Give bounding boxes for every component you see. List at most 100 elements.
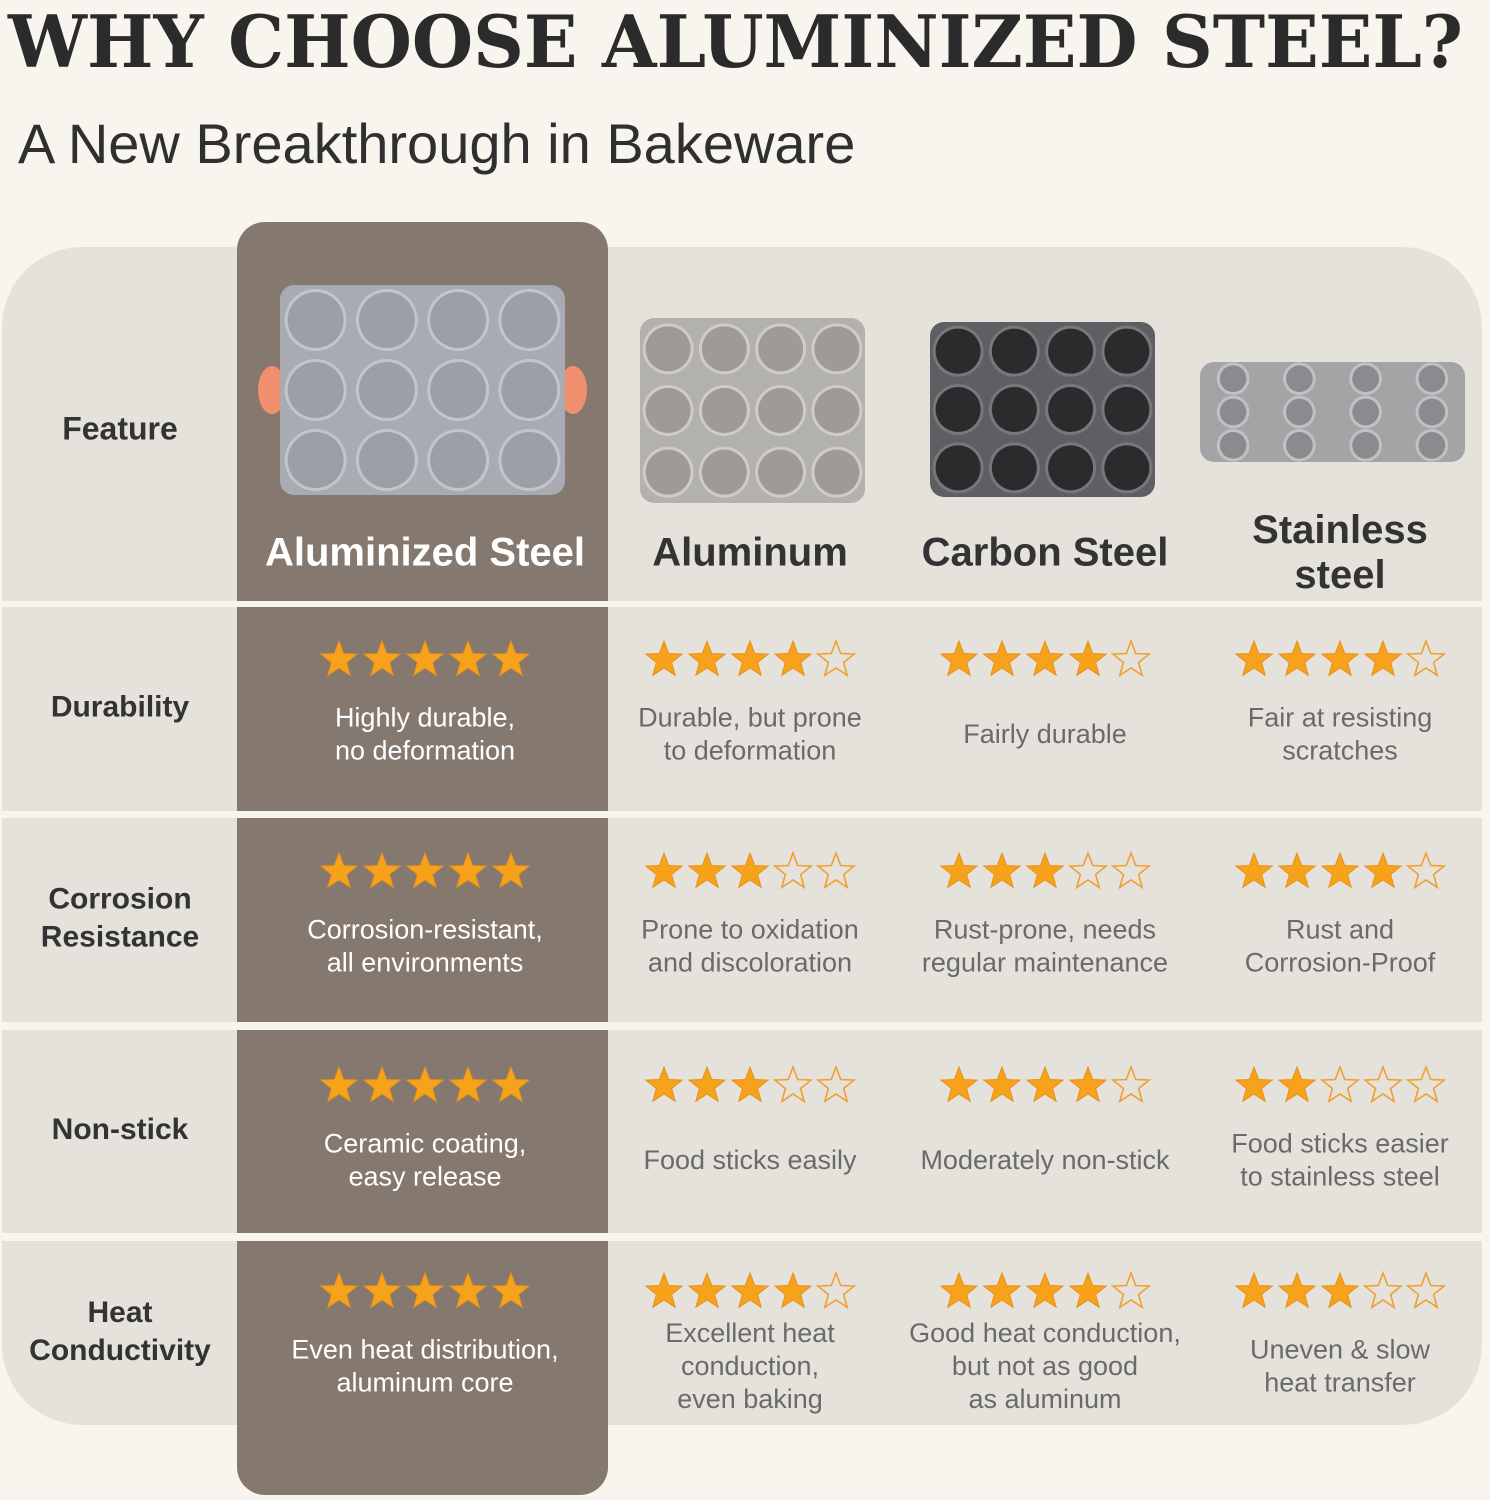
star-empty: [1110, 1064, 1152, 1104]
cell-text: scratches: [1282, 736, 1398, 766]
pan-cup: [935, 328, 981, 374]
star-filled: [730, 1271, 770, 1309]
star-filled: [687, 639, 727, 677]
cell-text: even baking: [677, 1384, 823, 1414]
star-filled: [730, 1065, 770, 1103]
star-empty: [1362, 1270, 1404, 1310]
star-filled: [319, 1271, 359, 1309]
pan-handle: [559, 366, 587, 414]
cell-text: Corrosion-resistant,: [307, 915, 543, 945]
cell-text: conduction,: [681, 1351, 819, 1381]
star-filled: [405, 639, 445, 677]
star-filled: [1234, 639, 1274, 677]
pan-cup: [991, 445, 1037, 491]
star-empty: [1110, 638, 1152, 678]
star-filled: [448, 1271, 488, 1309]
star-filled: [362, 1065, 402, 1103]
pan-body: [1200, 362, 1465, 462]
cell-text: Fairly durable: [963, 719, 1127, 749]
star-filled: [1277, 1271, 1317, 1309]
star-filled: [319, 639, 359, 677]
cell-text: Ceramic coating,: [324, 1129, 527, 1159]
pan-cup: [287, 362, 344, 418]
feature-header: Feature: [62, 410, 178, 446]
pan-cup: [991, 387, 1037, 432]
star-empty: [1405, 1270, 1447, 1310]
pan-cup: [358, 432, 415, 488]
star-filled: [730, 639, 770, 677]
star-empty: [815, 850, 857, 890]
column-header: Aluminum: [652, 531, 848, 575]
star-filled: [1234, 851, 1274, 889]
star-empty: [1405, 1064, 1447, 1104]
pan-cup: [1104, 445, 1150, 491]
pan-body: [930, 322, 1155, 497]
cell-text: as aluminum: [968, 1384, 1121, 1414]
star-filled: [319, 1065, 359, 1103]
cell-text: and discoloration: [648, 948, 852, 978]
star-empty: [1110, 1270, 1152, 1310]
feature-label: Durability: [51, 690, 190, 723]
feature-label: Non-stick: [52, 1113, 189, 1146]
star-filled: [1234, 1065, 1274, 1103]
star-filled: [405, 851, 445, 889]
star-filled: [405, 1271, 445, 1309]
star-empty: [1405, 638, 1447, 678]
pan-cup: [758, 388, 804, 433]
pan-cup: [1219, 398, 1247, 426]
pan-cup: [1104, 328, 1150, 374]
star-empty: [1405, 850, 1447, 890]
pan-cup: [1048, 328, 1094, 374]
feature-label: Corrosion: [48, 882, 191, 915]
pan-cup: [814, 326, 860, 372]
star-filled: [687, 851, 727, 889]
pan-cup: [1286, 398, 1313, 426]
star-empty: [815, 638, 857, 678]
pan-body: [640, 318, 865, 503]
pan-cup: [935, 387, 981, 432]
cell-text: Food sticks easier: [1231, 1129, 1449, 1159]
star-filled: [319, 851, 359, 889]
cell-text: Prone to oxidation: [641, 915, 859, 945]
cell-text: to deformation: [664, 736, 837, 766]
star-empty: [1110, 850, 1152, 890]
star-filled: [939, 639, 979, 677]
pan-cup: [287, 432, 344, 488]
cell-text: Good heat conduction,: [909, 1318, 1181, 1348]
feature-label: Conductivity: [29, 1334, 211, 1367]
star-filled: [491, 639, 531, 677]
star-filled: [1363, 851, 1403, 889]
star-filled: [1320, 1271, 1360, 1309]
pan-cup: [1048, 387, 1094, 432]
star-filled: [1277, 639, 1317, 677]
cell-text: to stainless steel: [1240, 1162, 1440, 1192]
cell-text: heat transfer: [1264, 1368, 1416, 1398]
star-filled: [687, 1271, 727, 1309]
pan-cup: [645, 326, 691, 372]
star-empty: [1362, 1064, 1404, 1104]
pan-cup: [358, 292, 415, 348]
pan-cup: [1418, 398, 1446, 426]
pan-cup: [645, 388, 691, 433]
star-filled: [644, 1065, 684, 1103]
star-empty: [772, 1064, 814, 1104]
pan-cup: [430, 432, 487, 488]
pan-cup: [1418, 365, 1446, 392]
pan-cup: [645, 449, 691, 495]
star-filled: [448, 1065, 488, 1103]
cell-text: Even heat distribution,: [291, 1335, 558, 1365]
pan-cup: [1286, 365, 1313, 392]
star-filled: [1234, 1271, 1274, 1309]
star-filled: [644, 639, 684, 677]
pan-cup: [1104, 387, 1150, 432]
star-filled: [982, 1065, 1022, 1103]
pan-cup: [814, 449, 860, 495]
star-filled: [939, 851, 979, 889]
pan-cup: [1219, 365, 1247, 392]
pan-cup: [430, 292, 487, 348]
star-filled: [491, 1271, 531, 1309]
subtitle: A New Breakthrough in Bakeware: [18, 112, 855, 175]
pan-cup: [287, 292, 344, 348]
cell-text: all environments: [327, 948, 524, 978]
